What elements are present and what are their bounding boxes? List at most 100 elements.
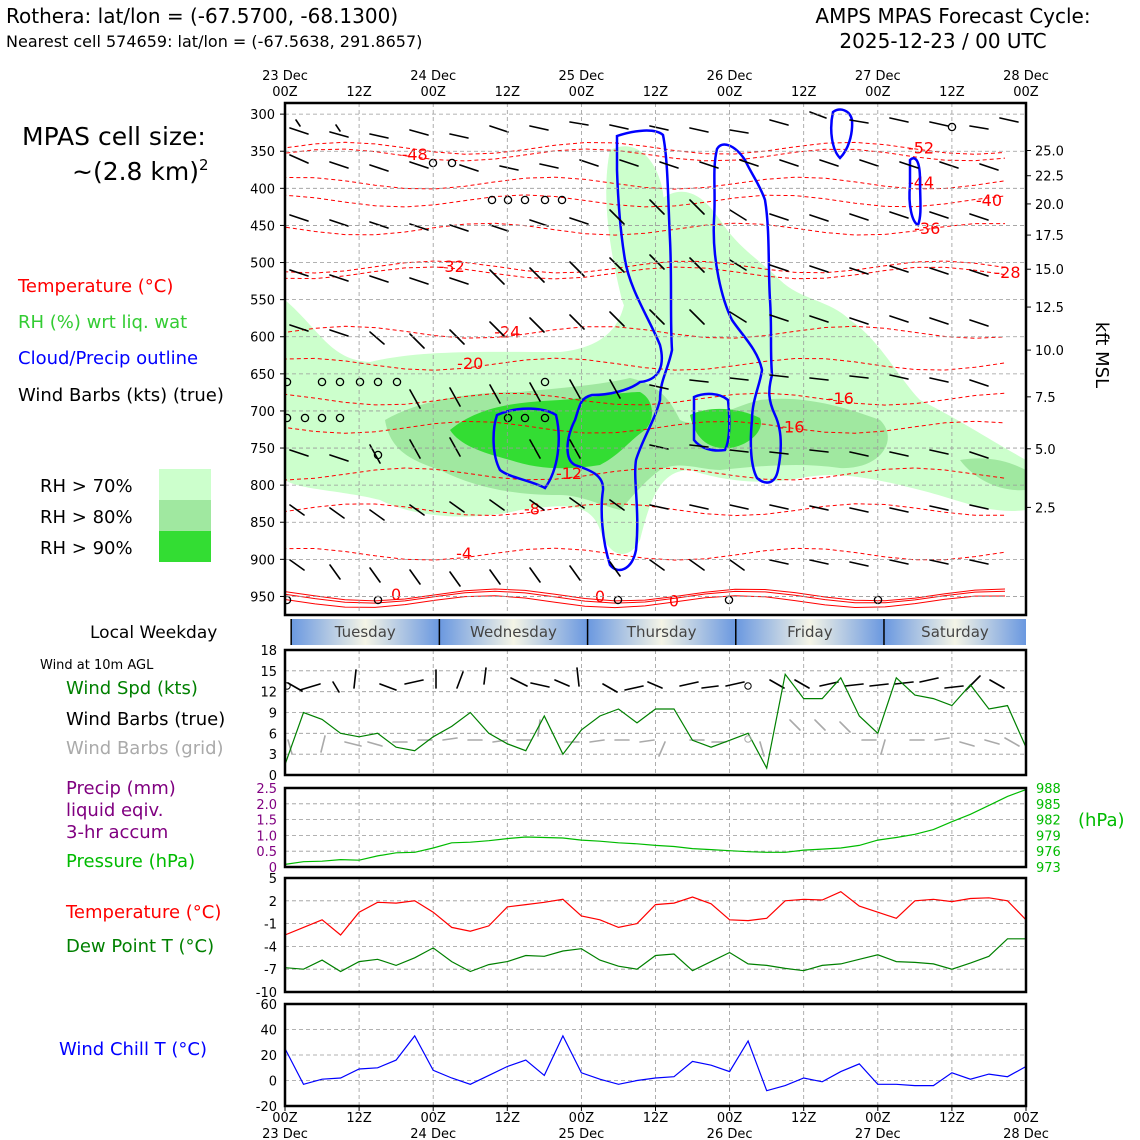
- hpa-tick-label: 500: [250, 257, 275, 272]
- cloud-outlines: [492, 108, 922, 572]
- cycle-time: 2025-12-23 / 00 UTC: [839, 29, 1046, 53]
- weekday-cell: [587, 619, 736, 645]
- temp-contour-line: [285, 420, 1006, 434]
- bottom-time-label: 12Z: [495, 1111, 521, 1126]
- wind-barb-row-2: [289, 154, 999, 172]
- hpa-tick-label: 700: [250, 405, 275, 420]
- temp-frame: [283, 876, 1028, 994]
- windchill-line: [285, 1034, 1026, 1092]
- temp-contour-label: 0: [595, 587, 605, 606]
- temp-contour-label: -24: [494, 322, 520, 341]
- wind-barb-row-8: [289, 497, 989, 521]
- chill-yticks: -20 0 20 40 60: [256, 998, 277, 1115]
- temp-contour-label: -16: [778, 417, 804, 436]
- y-tick-label: 5: [269, 872, 277, 887]
- top-time-label: 00Z: [272, 85, 298, 100]
- weekday-cell: [439, 619, 588, 645]
- temp-contour-line: [285, 595, 1006, 609]
- bottom-time-label: 12Z: [346, 1111, 372, 1126]
- temp-contour-line: [285, 141, 1006, 155]
- temp-contour-label: -4: [456, 544, 472, 563]
- cloud-outline-2: [712, 143, 782, 484]
- hpa-tick-label: 400: [250, 182, 275, 197]
- weekday-cell: [883, 619, 1026, 645]
- y-tick-label: 20: [260, 1049, 277, 1064]
- bottom-time-label: 00Z: [569, 1111, 595, 1126]
- kft-tick-label: 17.5: [1035, 229, 1064, 244]
- top-time-label: 00Z: [569, 85, 595, 100]
- bottom-time-label: 12Z: [791, 1111, 817, 1126]
- legend-cloud: Cloud/Precip outline: [18, 348, 198, 369]
- y-tick-label: -1: [264, 918, 277, 933]
- bottom-date-label: 27 Dec: [855, 1127, 901, 1140]
- top-time-label: 00Z: [420, 85, 446, 100]
- top-time-label: 12Z: [939, 85, 965, 100]
- y-tick-label: -20: [256, 1100, 277, 1115]
- dewpoint-label: Dew Point T (°C): [66, 936, 214, 957]
- hpa-tick-label: 950: [250, 590, 275, 605]
- top-date-label: 25 Dec: [558, 69, 604, 84]
- wind-barb-row-7: [289, 437, 989, 464]
- bottom-time-label: 12Z: [939, 1111, 965, 1126]
- kft-tick-label: 7.5: [1035, 391, 1056, 406]
- temp-contour-line: [285, 148, 1006, 162]
- calm-markers: [285, 122, 957, 605]
- temp-label: Temperature (°C): [65, 902, 221, 923]
- precip-yticks: 00.51.01.52.02.5: [256, 782, 277, 876]
- y-tick-label: 1.0: [256, 829, 277, 844]
- y-tick-label: -10: [256, 986, 277, 1001]
- bottom-time-label: 12Z: [643, 1111, 669, 1126]
- wind-calm-marker: [285, 682, 291, 690]
- bottom-date-label: 28 Dec: [1003, 1127, 1049, 1140]
- station-title: Rothera: lat/lon = (-67.5700, -68.1300): [6, 4, 398, 28]
- wind-calm-marker: [744, 682, 752, 690]
- y-tick-label: -7: [264, 963, 277, 978]
- precip-label-2: liquid eqiv.: [66, 800, 163, 821]
- wind-calm-marker: [744, 735, 752, 743]
- kft-tick-label: 22.5: [1035, 170, 1064, 185]
- cell-size-value: ~(2.8 km)2: [72, 156, 209, 186]
- hpa-tick-label: 900: [250, 553, 275, 568]
- hpa-tick-label: 300: [250, 108, 275, 123]
- wind-grid-label: Wind Barbs (grid): [66, 738, 224, 759]
- top-date-label: 26 Dec: [707, 69, 753, 84]
- temperature-contours: -48 -52-44-40-36-32 -28-24-20-16-16-12-8-4…: [285, 138, 1021, 611]
- rh-80-region-right: [960, 458, 1026, 491]
- bottom-time-label: 00Z: [272, 1111, 298, 1126]
- hpa-tick-label: 800: [250, 479, 275, 494]
- wind-barb-row-3: [289, 199, 989, 232]
- hpa-tick-label: 450: [250, 219, 275, 234]
- temp-contour-line: [285, 325, 1006, 339]
- y-tick-label: 1.5: [256, 814, 277, 829]
- windchill-label: Wind Chill T (°C): [59, 1039, 207, 1060]
- weekday-name: Saturday: [921, 623, 989, 641]
- precip-grid: [284, 787, 1027, 868]
- rh-legend-label-90: RH > 90%: [40, 538, 133, 559]
- y-tick-label: 3: [269, 748, 277, 763]
- temp-contour-label: -20: [457, 354, 483, 373]
- temp-contour-label: -52: [908, 138, 934, 157]
- pressure-line: [285, 789, 1026, 865]
- bottom-time-label: 00Z: [865, 1111, 891, 1126]
- rh-legend: RH > 70% RH > 80% RH > 90%: [40, 469, 211, 562]
- y-tick-label: 2.0: [256, 798, 277, 813]
- temp-panel: -10 -7 -4 -1 2 5: [256, 872, 1028, 1001]
- hpa-tick-label: 750: [250, 442, 275, 457]
- kft-tick-label: 15.0: [1035, 263, 1064, 278]
- top-time-label: 00Z: [717, 85, 743, 100]
- kft-tick-label: 20.0: [1035, 198, 1064, 213]
- cell-size-label: MPAS cell size:: [22, 122, 206, 151]
- wind-barbs-10m: [287, 667, 1005, 693]
- chill-panel: -20 0 20 40 60: [256, 998, 1028, 1115]
- bottom-date-label: 24 Dec: [410, 1127, 456, 1140]
- weekday-name: Thursday: [626, 623, 697, 641]
- weekday-name: Friday: [787, 623, 833, 641]
- cross-section-frame: [283, 101, 1028, 617]
- y-tick-label: 988: [1036, 782, 1061, 797]
- kft-tick-label: 5.0: [1035, 443, 1056, 458]
- cross-section-panel: -48 -52-44-40-36-32 -28-24-20-16-16-12-8-4…: [250, 101, 1112, 617]
- y-tick-label: 12: [260, 686, 277, 701]
- temperature-line: [285, 891, 1026, 936]
